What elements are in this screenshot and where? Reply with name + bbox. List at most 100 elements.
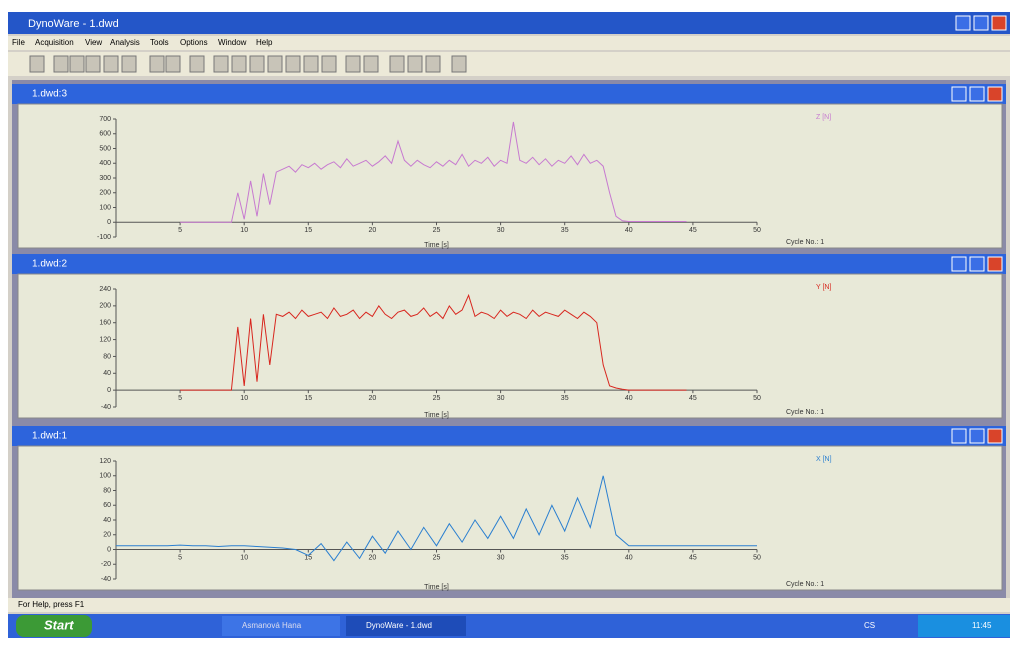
cycle-label: Cycle No.: 1: [786, 409, 824, 416]
child-titlebar: [12, 84, 1006, 104]
y-tick-label: -100: [97, 234, 111, 241]
x-tick-label: 10: [240, 554, 248, 561]
child-window-button[interactable]: [987, 86, 1003, 102]
toolbar-button[interactable]: [249, 55, 265, 73]
toolbar-button[interactable]: [53, 55, 69, 73]
toolbar-button[interactable]: [103, 55, 119, 73]
y-tick-label: 700: [99, 116, 111, 123]
toolbar-button[interactable]: [267, 55, 283, 73]
x-tick-label: 10: [240, 395, 248, 402]
task-button[interactable]: [346, 616, 466, 636]
y-tick-label: 200: [99, 190, 111, 197]
y-tick-label: 600: [99, 131, 111, 138]
y-tick-label: -40: [101, 576, 111, 583]
status-bar: [8, 598, 1010, 612]
minimize-button[interactable]: [955, 15, 971, 31]
child-window-button[interactable]: [951, 428, 967, 444]
toolbar-button[interactable]: [303, 55, 319, 73]
y-tick-label: -20: [101, 561, 111, 568]
y-tick-label: 100: [99, 473, 111, 480]
y-tick-label: 200: [99, 303, 111, 310]
cycle-label: Cycle No.: 1: [786, 239, 824, 246]
y-tick-label: 40: [103, 517, 111, 524]
chart-panel: [17, 103, 1003, 249]
app-titlebar: [8, 12, 1010, 34]
y-tick-label: 100: [99, 204, 111, 211]
x-tick-label: 50: [753, 395, 761, 402]
y-tick-label: 60: [103, 502, 111, 509]
toolbar-button[interactable]: [285, 55, 301, 73]
child-window-button[interactable]: [969, 256, 985, 272]
toolbar-button[interactable]: [231, 55, 247, 73]
toolbar-button[interactable]: [425, 55, 441, 73]
child-window-button[interactable]: [987, 256, 1003, 272]
x-tick-label: 20: [369, 554, 377, 561]
close-button[interactable]: [991, 15, 1007, 31]
y-tick-label: 0: [107, 546, 111, 553]
y-tick-label: 80: [103, 487, 111, 494]
toolbar-button[interactable]: [363, 55, 379, 73]
child-window-button[interactable]: [969, 86, 985, 102]
y-tick-label: 80: [103, 353, 111, 360]
x-tick-label: 40: [625, 554, 633, 561]
toolbar-button[interactable]: [407, 55, 423, 73]
x-tick-label: 25: [433, 395, 441, 402]
y-tick-label: 300: [99, 175, 111, 182]
x-tick-label: 40: [625, 395, 633, 402]
legend-label: Z [N]: [816, 114, 831, 121]
x-tick-label: 35: [561, 395, 569, 402]
toolbar-button[interactable]: [29, 55, 45, 73]
child-titlebar: [12, 426, 1006, 446]
toolbar-button[interactable]: [121, 55, 137, 73]
x-tick-label: 35: [561, 554, 569, 561]
y-tick-label: 160: [99, 320, 111, 327]
y-tick-label: 20: [103, 532, 111, 539]
toolbar-button[interactable]: [345, 55, 361, 73]
x-axis-label: Time [s]: [424, 412, 449, 419]
x-tick-label: 25: [433, 554, 441, 561]
restore-button[interactable]: [973, 15, 989, 31]
child-window-button[interactable]: [969, 428, 985, 444]
x-tick-label: 30: [497, 395, 505, 402]
child-titlebar: [12, 254, 1006, 274]
y-tick-label: 400: [99, 160, 111, 167]
toolbar-button[interactable]: [85, 55, 101, 73]
child-window-button[interactable]: [951, 86, 967, 102]
status-text: For Help, press F1: [18, 600, 85, 609]
toolbar-button[interactable]: [165, 55, 181, 73]
menu-item: Acquisition: [35, 38, 74, 47]
menu-item: Options: [180, 38, 208, 47]
chart-panel: [17, 273, 1003, 419]
x-tick-label: 35: [561, 227, 569, 234]
legend-label: X [N]: [816, 456, 832, 463]
task-button[interactable]: [222, 616, 340, 636]
start-button[interactable]: [16, 615, 92, 637]
x-tick-label: 30: [497, 554, 505, 561]
menu-item: Analysis: [110, 38, 140, 47]
child-title: 1.dwd:1: [32, 431, 67, 442]
toolbar-button[interactable]: [389, 55, 405, 73]
x-tick-label: 50: [753, 227, 761, 234]
language: CS: [864, 621, 875, 630]
taskbar: [8, 614, 1010, 638]
x-tick-label: 15: [304, 395, 312, 402]
toolbar-button[interactable]: [213, 55, 229, 73]
toolbar-button[interactable]: [321, 55, 337, 73]
toolbar-button[interactable]: [69, 55, 85, 73]
task-label: Asmanová Hana: [242, 621, 302, 630]
x-tick-label: 5: [178, 395, 182, 402]
menu-item: Tools: [150, 38, 169, 47]
toolbar-button[interactable]: [189, 55, 205, 73]
x-tick-label: 45: [689, 395, 697, 402]
child-window-button[interactable]: [987, 428, 1003, 444]
signal-line: [180, 121, 687, 223]
app-title: DynoWare - 1.dwd: [28, 18, 119, 30]
toolbar-button[interactable]: [451, 55, 467, 73]
toolbar-button[interactable]: [149, 55, 165, 73]
menu-item: View: [85, 38, 102, 47]
y-tick-label: 40: [103, 370, 111, 377]
child-window-button[interactable]: [951, 256, 967, 272]
y-tick-label: 0: [107, 387, 111, 394]
